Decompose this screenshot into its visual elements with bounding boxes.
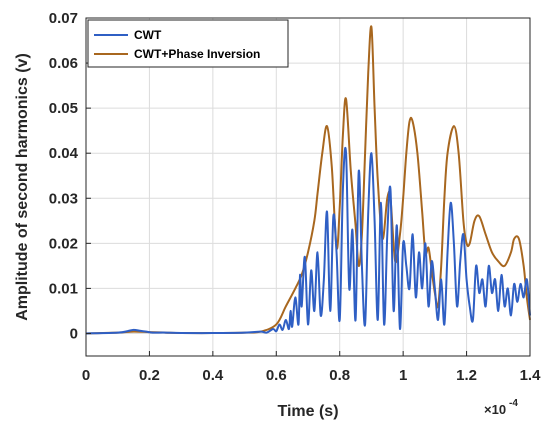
x-tick-label: 0.4	[202, 367, 224, 384]
y-tick-label: 0.04	[49, 145, 79, 162]
y-tick-label: 0.06	[49, 55, 78, 72]
legend-label-cwt: CWT	[134, 28, 162, 42]
x-ticks: 0 0.2 0.4 0.6 0.8 1 1.2 1.4	[82, 351, 541, 384]
series-line-cwt-phase-inversion	[85, 25, 531, 335]
y-tick-label: 0.01	[49, 280, 78, 297]
y-tick-label: 0.05	[49, 100, 78, 117]
y-tick-label: 0	[70, 325, 78, 342]
x-exponent-base: ×10	[484, 402, 506, 417]
x-tick-label: 1.4	[520, 367, 542, 384]
series-line-cwt	[85, 146, 531, 335]
x-tick-label: 1	[399, 367, 407, 384]
plot-area	[86, 18, 530, 356]
y-tick-label: 0.07	[49, 10, 78, 27]
x-axis-label: Time (s)	[277, 403, 338, 420]
legend: CWT CWT+Phase Inversion	[87, 19, 289, 68]
plot-frame	[85, 17, 531, 357]
x-tick-label: 0.2	[139, 367, 160, 384]
x-tick-label: 0	[82, 367, 90, 384]
series-layer	[85, 25, 531, 335]
x-exponent: ×10 -4	[484, 398, 518, 417]
y-tick-label: 0.03	[49, 190, 78, 207]
x-exponent-power: -4	[509, 398, 518, 409]
legend-label-cwt-phase-inversion: CWT+Phase Inversion	[134, 47, 260, 61]
x-tick-label: 1.2	[456, 367, 477, 384]
y-axis-label: Amplitude of second harmonics (v)	[14, 53, 31, 321]
legend-box	[87, 19, 289, 68]
y-tick-label: 0.02	[49, 235, 78, 252]
x-tick-label: 0.8	[329, 367, 350, 384]
y-ticks: 0 0.01 0.02 0.03 0.04 0.05 0.06 0.07	[49, 10, 91, 342]
x-tick-label: 0.6	[266, 367, 287, 384]
